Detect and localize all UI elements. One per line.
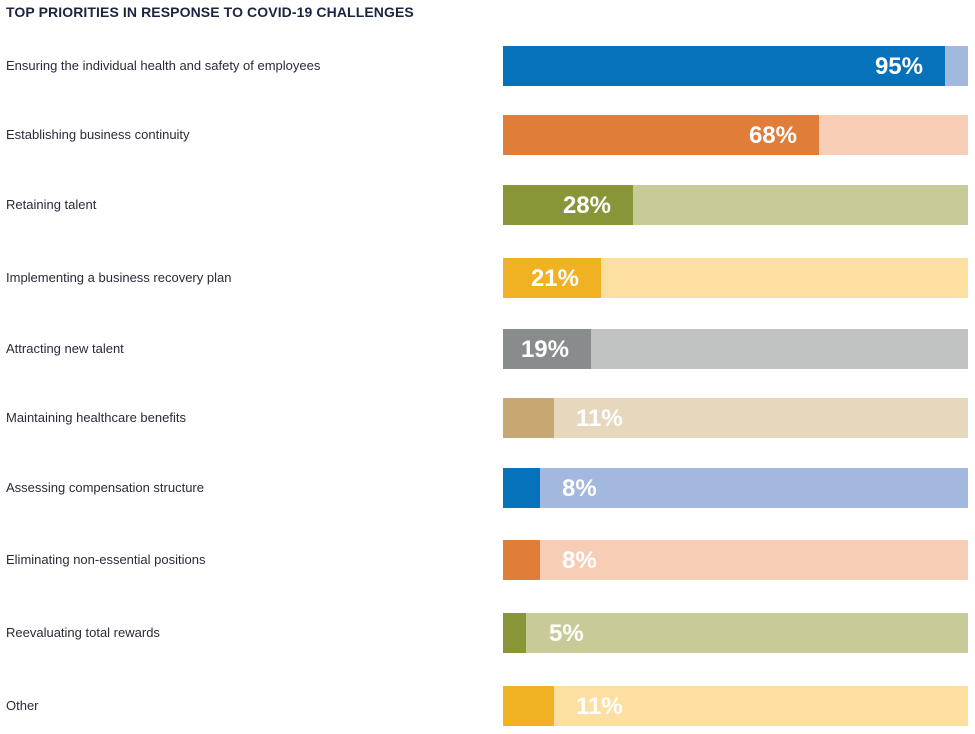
bar-track: 19% [503,329,968,369]
data-label: 95% [874,53,923,80]
bar-track: 21% [503,258,968,298]
bar-track: 8% [503,468,968,508]
bar-track: 8% [503,540,968,580]
bar-track: 11% [503,398,968,438]
bar-track: 11% [503,686,968,726]
category-label: Ensuring the individual health and safet… [6,58,321,73]
bar-track: 28% [503,185,968,225]
data-label: 21% [530,265,579,292]
bar-track: 95% [503,46,968,86]
data-label: 11% [576,405,623,432]
bar [503,185,633,225]
bar [503,540,540,580]
bar-track: 68% [503,115,968,155]
category-label: Attracting new talent [6,341,124,356]
category-label: Implementing a business recovery plan [6,270,232,285]
category-label: Retaining talent [6,197,97,212]
data-label: 8% [562,547,597,574]
bar [503,258,601,298]
data-label: 28% [562,192,611,219]
bar [503,468,540,508]
category-label: Assessing compensation structure [6,480,204,495]
category-label: Other [6,698,39,713]
bar [503,115,819,155]
chart-title: TOP PRIORITIES IN RESPONSE TO COVID-19 C… [6,4,414,20]
data-label: 11% [576,693,623,720]
bar [503,613,526,653]
bar [503,686,554,726]
category-label: Reevaluating total rewards [6,625,160,640]
data-label: 5% [549,620,584,647]
bar [503,46,945,86]
bar [503,329,591,369]
data-label: 68% [748,122,797,149]
bar [503,398,554,438]
category-label: Eliminating non-essential positions [6,552,206,567]
data-label: 8% [562,475,597,502]
bar-track: 5% [503,613,968,653]
data-label: 19% [520,336,569,363]
category-label: Maintaining healthcare benefits [6,410,186,425]
category-label: Establishing business continuity [6,127,190,142]
